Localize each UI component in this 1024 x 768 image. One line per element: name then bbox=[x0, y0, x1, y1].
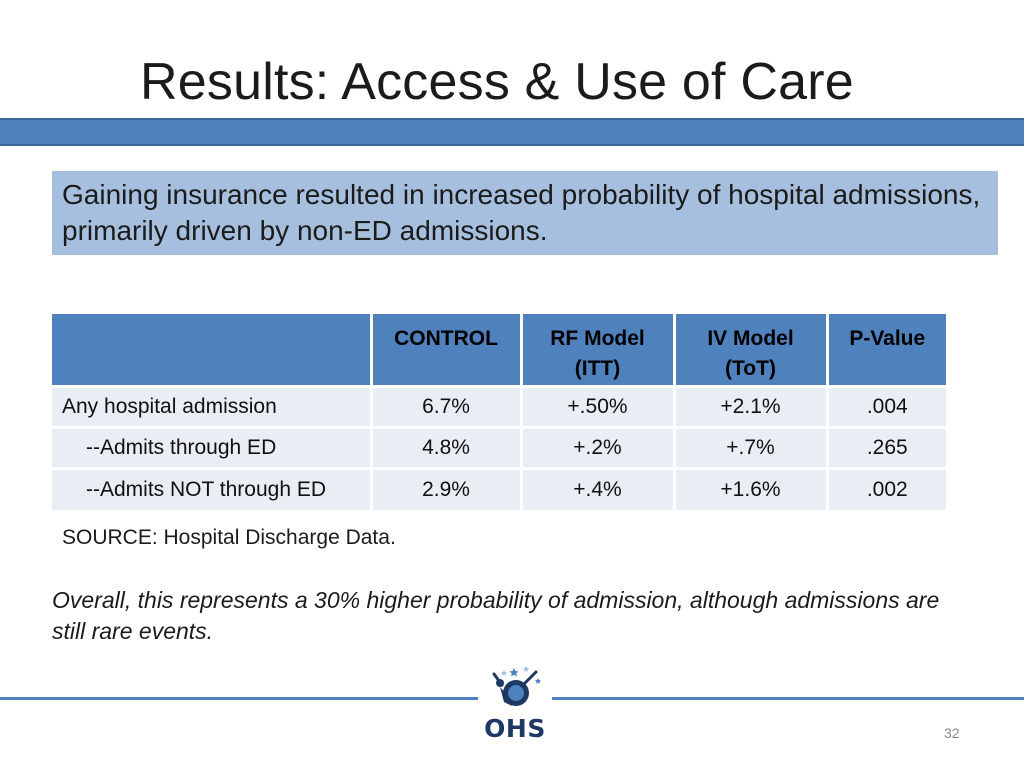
cell-p-value: .004 bbox=[827, 385, 946, 428]
header-iv-model-label: IV Model bbox=[707, 327, 794, 350]
cell-control: 6.7% bbox=[371, 385, 523, 428]
cell-iv: +1.6% bbox=[674, 467, 829, 510]
cell-rf: +.2% bbox=[521, 426, 676, 469]
table-header-row: CONTROL RF Model (ITT) IV Model (ToT) P-… bbox=[52, 314, 946, 387]
row-label: --Admits through ED bbox=[52, 426, 373, 469]
ohs-logo-emblem bbox=[492, 666, 541, 706]
table-row: --Admits NOT through ED 2.9% +.4% +1.6% … bbox=[52, 467, 946, 510]
header-p-value-label: P-Value bbox=[849, 327, 926, 350]
cell-iv: +.7% bbox=[674, 426, 829, 469]
header-rf-model: RF Model (ITT) bbox=[521, 314, 676, 387]
footer-divider-left bbox=[0, 697, 478, 700]
title-accent-bar bbox=[0, 118, 1024, 146]
header-iv-model-sub: (ToT) bbox=[725, 357, 776, 380]
page-number: 32 bbox=[944, 725, 960, 741]
footer-divider-right bbox=[552, 697, 1024, 700]
cell-p-value: .002 bbox=[827, 467, 946, 510]
ohs-logo: OHS bbox=[478, 662, 552, 748]
header-control: CONTROL bbox=[371, 314, 523, 387]
key-finding-callout: Gaining insurance resulted in increased … bbox=[52, 171, 998, 255]
cell-rf: +.4% bbox=[521, 467, 676, 510]
header-p-value: P-Value bbox=[827, 314, 946, 387]
row-label: Any hospital admission bbox=[52, 385, 373, 428]
cell-control: 2.9% bbox=[371, 467, 523, 510]
source-note: SOURCE: Hospital Discharge Data. bbox=[62, 526, 396, 549]
cell-rf: +.50% bbox=[521, 385, 676, 428]
table-row: --Admits through ED 4.8% +.2% +.7% .265 bbox=[52, 426, 946, 469]
header-rf-model-sub: (ITT) bbox=[574, 357, 621, 380]
header-control-label: CONTROL bbox=[394, 327, 498, 350]
cell-p-value: .265 bbox=[827, 426, 946, 469]
slide-title: Results: Access & Use of Care bbox=[140, 53, 854, 111]
table-row: Any hospital admission 6.7% +.50% +2.1% … bbox=[52, 385, 946, 428]
results-table: CONTROL RF Model (ITT) IV Model (ToT) P-… bbox=[52, 314, 946, 510]
header-iv-model: IV Model (ToT) bbox=[674, 314, 829, 387]
summary-note: Overall, this represents a 30% higher pr… bbox=[52, 587, 940, 644]
cell-control: 4.8% bbox=[371, 426, 523, 469]
header-blank bbox=[52, 314, 373, 387]
header-rf-model-label: RF Model bbox=[550, 327, 645, 350]
ohs-logo-text: OHS bbox=[484, 714, 546, 743]
cell-iv: +2.1% bbox=[674, 385, 829, 428]
row-label: --Admits NOT through ED bbox=[52, 467, 373, 510]
